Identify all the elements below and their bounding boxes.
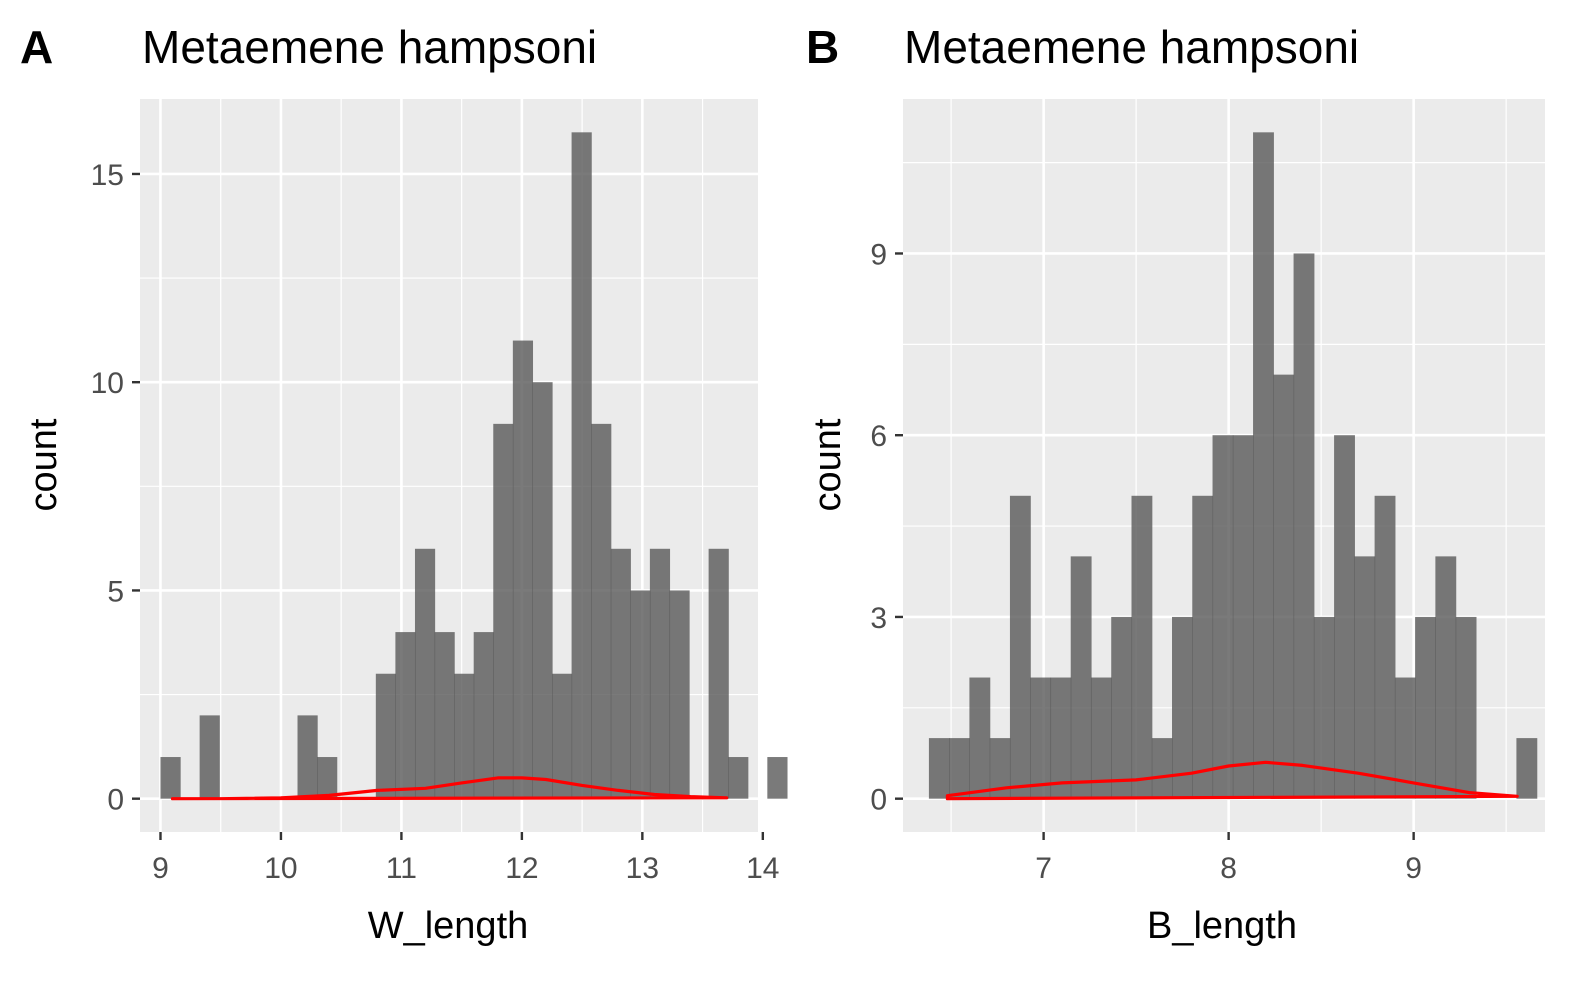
histogram-bar xyxy=(571,132,592,799)
x-tick-label: 9 xyxy=(152,852,169,885)
histogram-bar xyxy=(199,715,220,799)
panel-a-density-curve xyxy=(170,776,729,801)
x-tick-label: 13 xyxy=(626,852,659,885)
histogram-bar xyxy=(532,382,553,799)
histogram-bar xyxy=(989,738,1011,799)
histogram-bar xyxy=(317,757,338,799)
panel-b-x-axis-title: B_length xyxy=(1147,905,1297,947)
histogram-bar xyxy=(649,548,671,799)
y-tick-label: 10 xyxy=(91,367,124,400)
histogram-bar xyxy=(1009,495,1031,799)
y-tick-label: 0 xyxy=(107,784,124,817)
panel-b-density-curve xyxy=(945,760,1519,801)
histogram-bar xyxy=(1212,435,1234,799)
histogram-bar xyxy=(1070,556,1092,799)
panel-a-x-axis: 9 10 11 12 13 14 xyxy=(152,832,780,885)
x-tick-label: 10 xyxy=(264,852,297,885)
histogram-bar xyxy=(1050,677,1072,799)
histogram-bar xyxy=(1030,677,1052,799)
histogram-bar xyxy=(1172,616,1193,799)
histogram-bar xyxy=(454,673,475,799)
histogram-bar xyxy=(1151,738,1173,799)
histogram-bar xyxy=(928,738,950,799)
histogram-bar xyxy=(414,548,436,799)
histogram-bar xyxy=(1354,556,1376,799)
panel-a-y-axis-title: count xyxy=(23,418,65,511)
panel-a-title: Metaemene hampsoni xyxy=(142,21,597,73)
panel-b-title: Metaemene hampsoni xyxy=(904,21,1359,73)
y-tick-label: 15 xyxy=(91,159,124,192)
y-tick-label: 6 xyxy=(870,420,887,453)
panel-a-bars xyxy=(160,132,788,799)
histogram-bar xyxy=(630,590,651,799)
histogram-bar xyxy=(1394,677,1416,799)
histogram-bar xyxy=(473,632,494,799)
x-tick-label: 11 xyxy=(386,852,417,885)
histogram-bar xyxy=(395,632,416,799)
histogram-bar xyxy=(728,757,749,799)
histogram-bar xyxy=(160,757,181,799)
histogram-bar xyxy=(297,715,318,799)
histogram-bar xyxy=(1253,132,1274,799)
histogram-bar xyxy=(1435,556,1457,799)
histogram-bar xyxy=(1516,738,1538,799)
y-tick-label: 9 xyxy=(870,238,887,271)
histogram-bar xyxy=(669,590,690,799)
panel-b-y-axis-title: count xyxy=(807,418,849,511)
x-tick-label: 7 xyxy=(1035,852,1052,885)
histogram-bar xyxy=(1232,435,1254,799)
histogram-bar xyxy=(1415,616,1436,799)
histogram-bar xyxy=(708,548,729,799)
y-tick-label: 5 xyxy=(107,575,124,608)
panel-a-x-axis-title: W_length xyxy=(368,905,529,947)
histogram-bar xyxy=(1334,435,1355,799)
histogram-bar xyxy=(949,738,971,799)
histogram-bar xyxy=(1374,495,1396,799)
histogram-bar xyxy=(1455,616,1477,799)
histogram-bar xyxy=(1273,374,1295,799)
histogram-bar xyxy=(375,673,396,799)
y-tick-label: 0 xyxy=(870,784,887,817)
histogram-bar xyxy=(591,423,612,799)
panel-a-y-axis: 0 5 10 15 xyxy=(91,159,140,817)
histogram-bar xyxy=(493,423,514,799)
histogram-bar xyxy=(610,548,631,799)
histogram-bar xyxy=(1313,616,1335,799)
x-tick-label: 12 xyxy=(505,852,538,885)
y-tick-label: 3 xyxy=(870,602,887,635)
panel-b: B Metaemene hampsoni 7 8 9 0 3 6 9 B_length c… xyxy=(806,21,1545,947)
x-tick-label: 14 xyxy=(746,852,779,885)
panel-b-tag: B xyxy=(806,21,839,73)
x-tick-label: 9 xyxy=(1405,852,1422,885)
panel-a-tag: A xyxy=(20,21,53,73)
x-tick-label: 8 xyxy=(1220,852,1237,885)
panel-b-x-axis: 7 8 9 xyxy=(1035,832,1422,885)
panel-b-bars xyxy=(928,132,1538,799)
panel-b-y-axis: 0 3 6 9 xyxy=(870,238,903,817)
histogram-bar xyxy=(1192,495,1214,799)
histogram-bar xyxy=(1090,677,1112,799)
histogram-bar xyxy=(1293,253,1315,799)
panel-a: A Metaemene hampsoni 9 10 11 12 13 14 051015 … xyxy=(20,21,788,947)
histogram-bar xyxy=(512,340,534,799)
histogram-bar xyxy=(767,757,788,799)
histogram-bar xyxy=(552,673,573,799)
histogram-bar xyxy=(434,632,455,799)
histogram-bar xyxy=(1111,616,1133,799)
histogram-bar xyxy=(969,677,991,799)
histogram-bar xyxy=(1131,495,1153,799)
